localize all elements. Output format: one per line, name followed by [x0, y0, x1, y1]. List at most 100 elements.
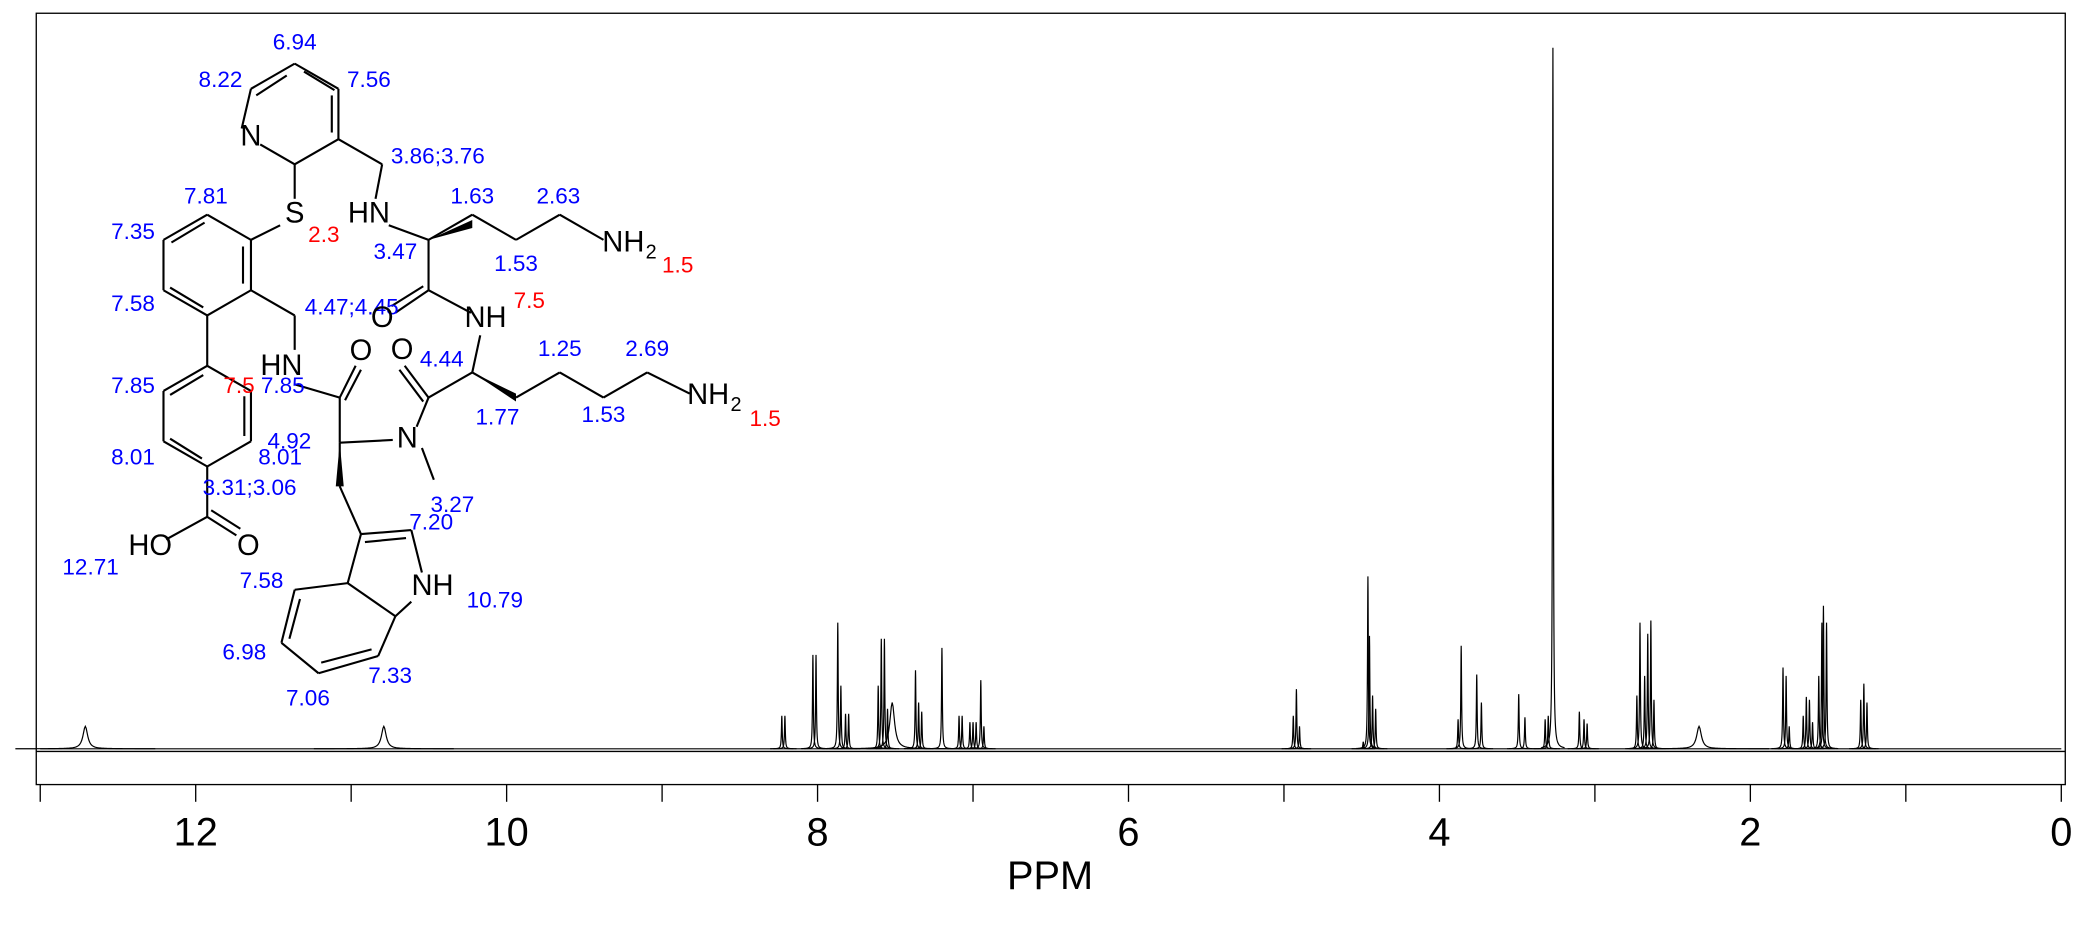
bond — [471, 335, 482, 373]
bond — [259, 143, 296, 166]
bond — [559, 371, 605, 399]
shift-label: 7.85 — [111, 373, 155, 398]
shift-label: 7.56 — [347, 67, 391, 92]
x-tick-label: 8 — [807, 810, 829, 854]
bond — [303, 70, 336, 92]
shift-label: 3.27 — [430, 492, 474, 517]
bond — [602, 371, 648, 399]
bond — [294, 62, 339, 90]
bond — [250, 289, 296, 317]
bond — [294, 383, 341, 399]
bond — [515, 213, 561, 241]
shift-label: 7.81 — [184, 183, 228, 208]
bond — [388, 224, 429, 241]
bond — [410, 529, 423, 573]
bond — [206, 289, 252, 317]
spectrum — [15, 47, 2062, 750]
bond — [338, 365, 357, 399]
peak — [1575, 723, 1599, 750]
x-tick-label: 4 — [1428, 810, 1450, 854]
atom-label: O — [371, 302, 394, 334]
peak — [313, 724, 454, 750]
x-tick-label: 0 — [2050, 810, 2072, 854]
bond — [339, 438, 393, 444]
bond — [318, 654, 379, 675]
bond — [169, 437, 203, 460]
shift-label: 1.77 — [476, 405, 520, 430]
x-tick-label: 10 — [485, 810, 529, 854]
wedge-bond — [428, 219, 473, 240]
bond — [206, 213, 252, 241]
peak — [1469, 702, 1494, 750]
shift-label: 7.58 — [111, 291, 155, 316]
bond — [398, 369, 425, 403]
shift-label: 8.01 — [258, 445, 302, 470]
exchange-label: 7.5 — [223, 373, 254, 398]
bond — [162, 440, 208, 468]
peak — [875, 708, 900, 750]
plot-frame — [35, 12, 2066, 786]
shift-label: 7.06 — [286, 686, 330, 711]
bond — [428, 371, 473, 399]
exchange-label: 7.5 — [514, 288, 545, 313]
peak — [1513, 717, 1537, 750]
shift-label: 3.31;3.06 — [203, 475, 297, 500]
bond — [420, 447, 435, 481]
shift-label: 4.47;4.45 — [305, 295, 399, 320]
bond — [360, 529, 412, 536]
peak — [15, 724, 156, 750]
bond — [377, 615, 397, 657]
x-tick-label: 6 — [1117, 810, 1139, 854]
shift-label: 7.33 — [368, 663, 412, 688]
x-axis-label: PPM — [1007, 854, 1093, 898]
atom-label: HO — [128, 530, 172, 562]
atom-label: HN — [260, 350, 302, 382]
peak — [1536, 715, 1560, 750]
peak — [773, 715, 797, 750]
peak — [822, 702, 963, 750]
wedge-bond — [335, 442, 344, 487]
shift-label: 12.71 — [62, 555, 118, 580]
bond — [162, 364, 208, 392]
bond — [169, 374, 204, 396]
bond — [515, 371, 561, 399]
bond — [346, 533, 362, 584]
shift-label: 8.01 — [111, 445, 155, 470]
atom-label: 2 — [730, 394, 741, 416]
shift-label: 3.47 — [373, 239, 417, 264]
bond — [394, 600, 413, 618]
bond — [255, 74, 288, 97]
bond — [374, 164, 384, 199]
bond — [338, 485, 362, 535]
bond — [415, 397, 430, 428]
peak — [1287, 726, 1312, 750]
atom-label: NH — [464, 302, 506, 334]
shift-label: 1.53 — [494, 251, 538, 276]
peak — [972, 726, 996, 750]
shift-label: 7.85 — [261, 373, 305, 398]
bond — [337, 138, 383, 166]
shift-label: 7.20 — [409, 509, 453, 534]
shift-label: 4.92 — [267, 429, 311, 454]
bond — [170, 221, 206, 244]
atom-label: HN — [348, 197, 390, 229]
bond — [390, 285, 424, 308]
peak — [1629, 724, 1770, 750]
atom-label: NH — [602, 227, 644, 259]
shift-label: 1.63 — [450, 183, 494, 208]
bond — [250, 62, 296, 90]
shift-label: 3.86;3.76 — [391, 144, 485, 169]
bond — [428, 289, 472, 314]
bond — [364, 537, 407, 544]
bond — [210, 509, 241, 530]
bond — [347, 582, 397, 618]
bond — [320, 648, 372, 664]
atom-label: N — [240, 121, 261, 153]
peak — [1814, 622, 1839, 750]
peak — [1855, 702, 1879, 750]
bond — [162, 213, 208, 241]
exchange-label: 1.5 — [750, 406, 781, 431]
peak — [1465, 674, 1489, 750]
